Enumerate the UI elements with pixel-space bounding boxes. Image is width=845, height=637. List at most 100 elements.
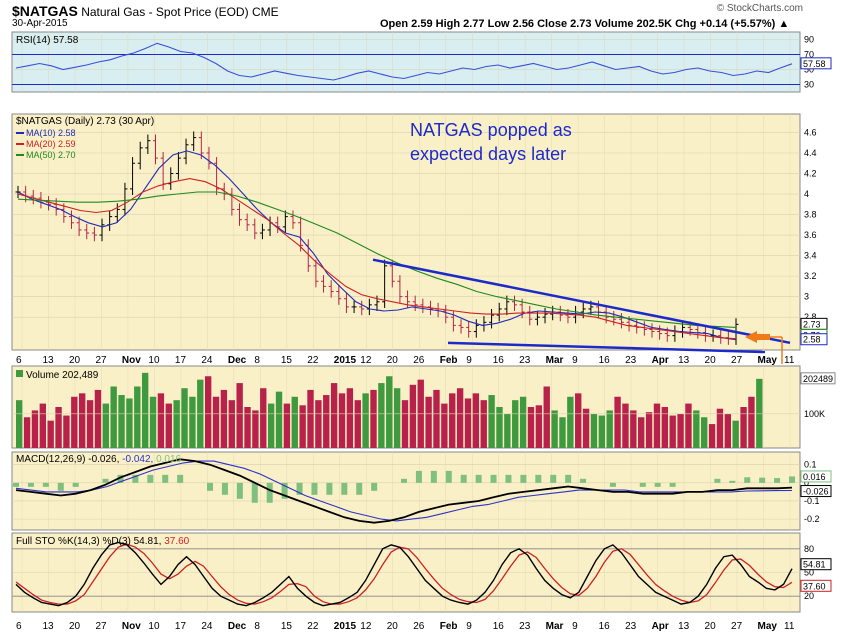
x-axis-top-label: 24 — [201, 355, 213, 366]
volume-bar — [575, 393, 582, 448]
volume-bar — [504, 413, 511, 448]
volume-bar — [614, 396, 621, 448]
sto-tick-label: 80 — [804, 544, 814, 554]
macd-histogram-bar — [535, 474, 542, 483]
volume-bar — [551, 410, 558, 448]
price-tick-label: 3.6 — [804, 230, 817, 240]
x-axis-top-label: 2015 — [334, 355, 357, 366]
volume-bar — [645, 412, 653, 448]
x-axis-bottom-label: 24 — [201, 621, 213, 632]
x-axis-bottom-label: 22 — [307, 621, 319, 632]
x-axis-bottom-label: Dec — [228, 621, 247, 632]
volume-bar — [732, 420, 739, 448]
volume-bar — [362, 393, 369, 448]
volume-bar — [464, 398, 472, 448]
volume-bar — [315, 400, 322, 448]
rsi-tick-label: 70 — [804, 50, 814, 60]
volume-bar — [661, 407, 669, 448]
volume-bar — [449, 393, 456, 448]
rsi-tick-label: 50 — [804, 65, 814, 75]
macd-histogram-bar — [281, 482, 288, 499]
volume-bar — [685, 403, 692, 448]
volume-bar — [338, 393, 346, 448]
volume-bar — [677, 413, 684, 448]
macd-histogram-bar — [520, 474, 527, 483]
volume-bar — [567, 396, 574, 448]
volume-bar — [346, 388, 354, 448]
volume-bar — [488, 395, 495, 448]
volume-bar — [291, 396, 298, 448]
volume-value-label: 202489 — [803, 374, 833, 384]
macd-histogram-bar — [341, 482, 348, 495]
macd-histogram-bar — [207, 482, 213, 491]
x-axis-top-label: 8 — [254, 355, 260, 366]
volume-bar — [653, 403, 661, 448]
macd-tick-label: -0.2 — [804, 514, 820, 524]
volume-bar — [456, 388, 464, 448]
buy-arrow-icon — [745, 331, 770, 343]
macd-histogram-bar — [27, 482, 34, 487]
volume-bar — [141, 372, 149, 448]
x-axis-bottom-label: 26 — [413, 621, 425, 632]
macd-histogram-bar — [774, 478, 781, 483]
sto-tick-label: 50 — [804, 568, 814, 578]
volume-bar — [386, 376, 393, 448]
macd-histogram-bar — [430, 470, 437, 483]
chart-header: $NATGAS Natural Gas - Spot Price (EOD) C… — [0, 0, 845, 32]
legend-entry: MA(10) 2.58 — [26, 128, 76, 138]
price-tick-label: 4.2 — [804, 169, 817, 179]
macd-histogram-bar — [505, 474, 512, 483]
rsi-value-box — [800, 57, 832, 70]
rsi-tick-label: 90 — [804, 35, 814, 45]
x-axis-bottom-label: 9 — [572, 621, 578, 632]
macd-histogram-bar — [356, 482, 363, 495]
macd-histogram-bar — [445, 470, 452, 483]
volume-bar — [110, 386, 117, 448]
macd-histogram-bar — [251, 482, 258, 503]
price-label-box — [800, 333, 828, 346]
upper-trendline — [372, 258, 791, 345]
macd-histogram-bar — [639, 482, 646, 487]
price-tick-label: 4.6 — [804, 127, 817, 137]
price-panel — [11, 113, 801, 351]
x-axis-top-label: Feb — [440, 355, 458, 366]
volume-bar — [299, 405, 306, 448]
x-axis-bottom-label: 10 — [148, 621, 160, 632]
macd-histogram-bar — [759, 477, 766, 483]
volume-bar — [472, 393, 480, 448]
volume-bar — [527, 407, 535, 448]
x-axis-top-label: 16 — [599, 355, 611, 366]
macd-histogram-bar — [311, 482, 318, 495]
volume-bar — [134, 386, 141, 448]
macd-histogram-bar — [117, 474, 124, 483]
x-axis-bottom-label: 20 — [705, 621, 717, 632]
x-axis-top-label: Dec — [228, 355, 247, 366]
x-axis-bottom-label: 8 — [254, 621, 260, 632]
volume-bar — [189, 396, 196, 448]
macd-histogram-bar — [490, 474, 497, 483]
x-axis-bottom-label: 23 — [625, 621, 637, 632]
x-axis-bottom-label: 12 — [360, 621, 372, 632]
macd-tick-label: 0.1 — [804, 460, 817, 470]
macd-histogram-bar — [177, 474, 184, 483]
volume-bar — [425, 396, 432, 448]
x-axis-top-label: 27 — [731, 355, 743, 366]
x-axis-top-label: 20 — [69, 355, 81, 366]
x-axis-top-label: 6 — [16, 355, 22, 366]
x-axis-top-label: 13 — [42, 355, 54, 366]
macd-histogram-bar — [580, 478, 587, 483]
volume-bar — [47, 420, 54, 448]
sto-title: Full STO %K(14,3) %D(3) 54.81, 37.60 — [16, 536, 190, 547]
macd-line — [15, 458, 793, 524]
macd-histogram-bar — [475, 474, 482, 483]
symbol: $NATGAS — [12, 3, 78, 19]
volume-tick-label: 100K — [804, 409, 825, 419]
macd-histogram-bar — [744, 477, 751, 483]
volume-bar — [378, 383, 385, 448]
price-right-label: 2.58 — [803, 335, 821, 345]
volume-bar — [480, 400, 487, 448]
volume-bar — [559, 417, 566, 448]
volume-bar — [228, 400, 235, 448]
price-tick-label: 2.8 — [804, 312, 817, 322]
